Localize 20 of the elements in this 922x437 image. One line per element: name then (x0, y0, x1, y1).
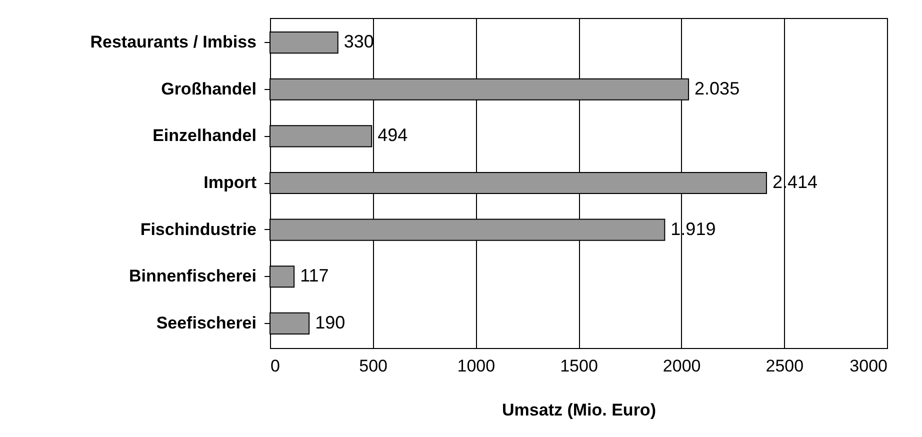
data-label: 330 (344, 32, 374, 52)
y-tick-label: Binnenfischerei (128, 266, 256, 286)
x-tick-label: 1000 (457, 356, 496, 376)
data-label: 117 (300, 266, 329, 286)
x-tick-label: 0 (270, 356, 280, 376)
data-label: 2.035 (694, 78, 740, 98)
y-tick-label: Einzelhandel (152, 126, 256, 146)
y-tick-label: Restaurants / Imbiss (90, 32, 256, 52)
data-label: 190 (315, 312, 346, 332)
data-label: 494 (378, 125, 408, 146)
x-tick-label: 500 (359, 356, 388, 376)
y-tick-label: Import (204, 173, 257, 192)
x-axis-title: Umsatz (Mio. Euro) (502, 400, 656, 420)
y-tick-label: Fischindustrie (140, 220, 256, 239)
x-tick-label: 3000 (850, 356, 888, 376)
x-tick-label: 2000 (662, 356, 701, 376)
y-tick-label: Seefischerei (156, 313, 256, 332)
y-tick-label: Großhandel (161, 79, 256, 98)
x-tick-label: 1500 (560, 356, 598, 376)
x-tick-label: 2500 (766, 356, 804, 376)
